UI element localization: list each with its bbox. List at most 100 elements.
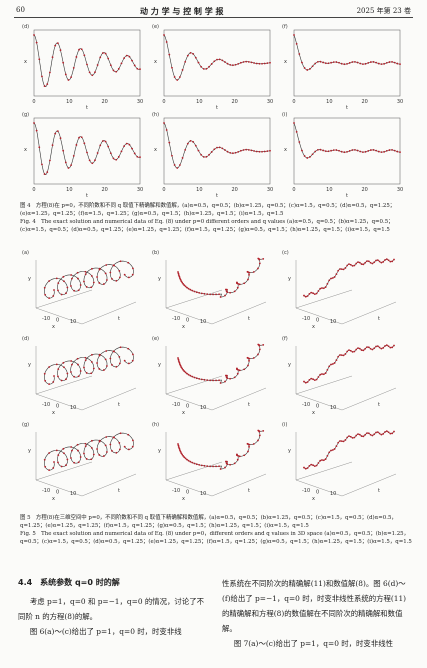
numeric-point <box>364 261 367 264</box>
x-tick-label: 0 <box>292 99 295 105</box>
numeric-point <box>367 62 370 64</box>
x-axis-label: t <box>86 193 88 199</box>
panel-label: (a) <box>22 250 29 256</box>
numeric-point <box>62 149 65 152</box>
x-axis-label: t <box>346 193 348 199</box>
numeric-point <box>80 136 83 139</box>
numeric-point <box>337 269 340 272</box>
numeric-point <box>364 433 367 436</box>
numeric-point <box>106 451 108 453</box>
numeric-point <box>335 445 338 448</box>
numeric-point <box>237 62 240 65</box>
numeric-point <box>340 268 343 271</box>
numeric-point <box>218 465 220 468</box>
numeric-point <box>125 142 128 145</box>
numeric-point <box>310 291 313 294</box>
numeric-point <box>177 274 180 277</box>
numeric-point <box>179 364 182 367</box>
numeric-point <box>373 261 376 264</box>
numeric-point <box>168 53 171 56</box>
numeric-point <box>165 41 168 43</box>
numeric-point <box>163 122 165 124</box>
numeric-point <box>197 61 200 64</box>
numeric-point <box>48 280 51 282</box>
numeric-point <box>96 276 98 278</box>
numeric-point <box>181 157 184 159</box>
numeric-point <box>43 286 46 289</box>
tick-label: -10 <box>302 316 310 322</box>
numeric-point <box>257 439 259 442</box>
numeric-point <box>236 286 239 289</box>
numeric-point <box>77 461 80 464</box>
numeric-point <box>96 152 99 154</box>
numeric-point <box>64 73 67 76</box>
numeric-point <box>165 129 168 131</box>
numeric-point <box>205 67 208 70</box>
numeric-point <box>224 380 226 383</box>
numeric-point <box>84 273 87 276</box>
numeric-point <box>57 454 60 457</box>
numeric-point <box>306 467 309 469</box>
numeric-point <box>62 447 65 450</box>
numeric-point <box>362 263 365 266</box>
tick-label: -10 <box>302 402 310 408</box>
tick-label: 0 <box>56 404 59 410</box>
numeric-point <box>177 444 180 447</box>
numeric-point <box>193 376 196 379</box>
numeric-point <box>102 369 105 371</box>
numeric-point <box>73 289 76 292</box>
numeric-point <box>86 151 88 154</box>
numeric-point <box>90 447 93 449</box>
tick-label: 0 <box>186 490 189 496</box>
numeric-point <box>303 67 306 69</box>
axis-label: t <box>248 316 250 322</box>
numeric-point <box>84 445 87 448</box>
numeric-point <box>261 150 263 153</box>
numeric-point <box>309 68 311 70</box>
numeric-point <box>118 448 121 451</box>
axis-label: y <box>288 362 291 368</box>
numeric-point <box>177 360 180 363</box>
axis-box <box>35 346 137 411</box>
paragraph: 图 7(a)～(c)给出了 p=1，q=0 时，时变非线性 <box>233 639 393 648</box>
numeric-point <box>393 61 396 64</box>
figure5-caption-cn: 图 5 方程(8)在三维空间中 p=0，不同阶数和不同 q 取值下精确解和数值解… <box>20 515 397 529</box>
exact-curve <box>43 346 134 385</box>
x-tick-label: 0 <box>292 187 295 193</box>
numeric-point <box>376 259 379 262</box>
numeric-point <box>189 374 192 377</box>
numeric-point <box>378 346 381 349</box>
numeric-point <box>83 452 85 455</box>
numeric-point <box>84 442 87 445</box>
numeric-point <box>391 260 394 263</box>
numeric-point <box>131 147 133 150</box>
tick-label: -10 <box>172 316 180 322</box>
numeric-point <box>184 60 187 63</box>
numeric-point <box>179 450 182 453</box>
numeric-point <box>78 136 80 139</box>
numeric-point <box>41 163 43 166</box>
numeric-point <box>391 346 394 349</box>
numeric-point <box>92 367 95 370</box>
numeric-point <box>187 459 190 462</box>
x-tick-label: 20 <box>231 99 237 105</box>
numeric-point <box>339 354 341 356</box>
numeric-point <box>382 260 385 263</box>
numeric-point <box>48 366 51 368</box>
numeric-point <box>380 433 383 436</box>
numeric-point <box>377 150 380 153</box>
numeric-point <box>243 282 246 285</box>
numeric-point <box>107 145 110 148</box>
numeric-point <box>385 62 388 64</box>
numeric-point <box>250 149 253 152</box>
numeric-point <box>349 263 352 266</box>
numeric-point <box>340 62 343 65</box>
numeric-point <box>109 271 112 274</box>
numeric-point <box>304 467 307 470</box>
numeric-point <box>353 350 356 353</box>
exact-curve <box>163 34 270 81</box>
numeric-point <box>224 294 226 297</box>
numeric-point <box>314 150 317 153</box>
numeric-point <box>326 369 329 371</box>
numeric-point <box>387 345 390 348</box>
